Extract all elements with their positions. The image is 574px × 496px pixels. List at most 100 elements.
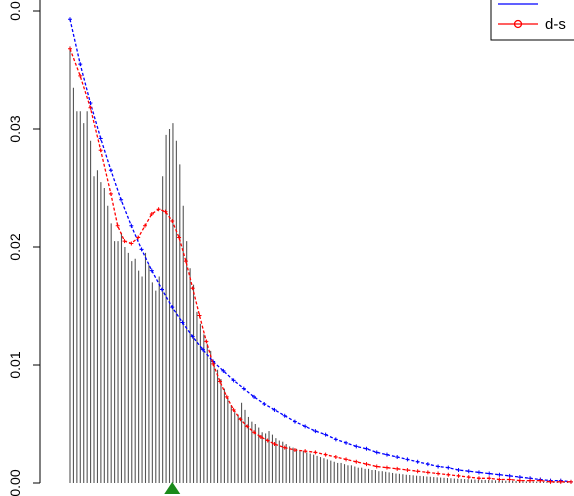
series-point (177, 235, 182, 240)
series-point (415, 469, 420, 474)
series-point (425, 462, 430, 467)
series-point (217, 379, 222, 384)
series-point (252, 394, 257, 399)
series-point (364, 446, 369, 451)
series-point (183, 259, 188, 264)
series-point (313, 429, 318, 434)
series-point (245, 424, 250, 429)
series-point (497, 477, 502, 482)
series-point (115, 223, 120, 228)
series-point (78, 73, 83, 78)
series-point (142, 223, 147, 228)
series-point (303, 449, 308, 454)
series-point (344, 457, 349, 462)
series-point (333, 437, 338, 442)
series-point (476, 476, 481, 481)
series-point (384, 465, 389, 470)
series-point (344, 440, 349, 445)
series-point (354, 444, 359, 449)
series-point (436, 464, 441, 469)
series-point (136, 235, 141, 240)
series-point (68, 17, 72, 22)
y-tick-label: 0.00 (7, 469, 23, 496)
series-point (476, 470, 481, 475)
series-point (548, 479, 553, 484)
series-point (507, 473, 512, 478)
series-point (180, 320, 185, 325)
series-point (272, 407, 277, 412)
series-point (517, 478, 522, 483)
series-point (303, 424, 308, 429)
series-point (156, 207, 161, 212)
series-point (68, 46, 72, 51)
series-point (139, 247, 144, 252)
series-point (517, 475, 522, 480)
series-point (272, 442, 277, 447)
legend-box (490, 0, 574, 41)
series-point (282, 413, 287, 418)
series-point (200, 347, 205, 352)
y-tick-label: 0.02 (7, 233, 23, 260)
series-point (395, 455, 400, 460)
series-point (569, 479, 573, 484)
series-point (456, 473, 461, 478)
series-point (384, 452, 389, 457)
series-point (558, 479, 563, 484)
series-point (231, 407, 236, 412)
series-point (197, 313, 202, 318)
series-point (425, 470, 430, 475)
series-point (163, 209, 168, 214)
series-point (224, 394, 229, 399)
series-point (313, 450, 318, 455)
series-point (265, 438, 270, 443)
series-point (204, 339, 209, 344)
series-point (129, 223, 134, 228)
series-point (446, 465, 451, 470)
series-point (211, 361, 216, 366)
peak-marker (164, 482, 181, 494)
series-point (374, 464, 379, 469)
series-point (149, 211, 154, 216)
series-point (190, 334, 195, 339)
series-point (122, 239, 127, 244)
series-point (487, 476, 492, 481)
series-point (98, 148, 103, 153)
series-line-2 (69, 48, 571, 483)
legend: d-s (490, 0, 574, 41)
series-point (262, 401, 267, 406)
series-point (405, 457, 410, 462)
series-point (108, 191, 113, 196)
series-point (292, 419, 297, 424)
series-point (538, 478, 543, 483)
legend-label-2: d-s (545, 16, 566, 33)
series-point (129, 241, 134, 246)
series-point (119, 197, 124, 202)
series-point (415, 459, 420, 464)
series-point (149, 268, 154, 273)
series-point (108, 168, 113, 173)
histogram-bars (69, 46, 572, 483)
series-point (98, 136, 103, 141)
series-point (466, 475, 471, 480)
y-tick-label: 0.0 (7, 1, 23, 21)
series-point (238, 417, 243, 422)
series-point (446, 472, 451, 477)
series-point (88, 105, 93, 110)
series-point (395, 466, 400, 471)
series-point (160, 287, 165, 292)
series-point (170, 219, 175, 224)
series-point (354, 459, 359, 464)
series-point (456, 468, 461, 473)
series-point (292, 447, 297, 452)
series-point (241, 386, 246, 391)
series-point (221, 368, 226, 373)
series-point (190, 286, 195, 291)
series-point (323, 432, 328, 437)
series-point (487, 471, 492, 476)
legend-marker-2 (513, 19, 523, 29)
series-lines (68, 17, 573, 484)
series-point (466, 469, 471, 474)
series-point (170, 305, 175, 310)
series-point (333, 455, 338, 460)
